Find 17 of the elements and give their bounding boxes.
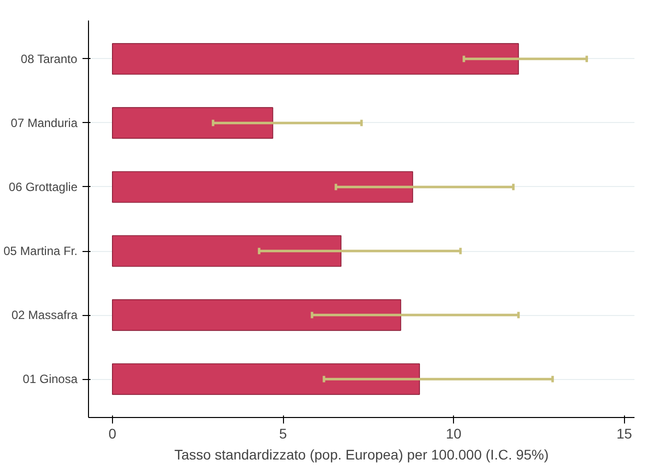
y-tick-label: 01 Ginosa xyxy=(22,372,78,386)
y-tick-label: 08 Taranto xyxy=(20,52,78,66)
x-tick-label: 15 xyxy=(616,426,632,442)
x-tick-label: 10 xyxy=(446,426,462,442)
y-tick-label: 05 Martina Fr. xyxy=(3,244,78,258)
x-axis-title: Tasso standardizzato (pop. Europea) per 100.000 (I.C. 95%) xyxy=(174,446,549,462)
x-tick-label: 5 xyxy=(279,426,288,442)
bar xyxy=(112,299,402,331)
x-tick-label: 0 xyxy=(108,426,116,442)
bar xyxy=(112,107,274,139)
y-tick-label: 02 Massafra xyxy=(11,308,78,322)
bar xyxy=(112,43,519,75)
bar xyxy=(112,363,420,395)
y-tick-label: 06 Grottaglie xyxy=(8,180,78,194)
bar xyxy=(112,235,342,267)
bar xyxy=(112,171,414,203)
y-tick-label: 07 Manduria xyxy=(10,116,78,130)
